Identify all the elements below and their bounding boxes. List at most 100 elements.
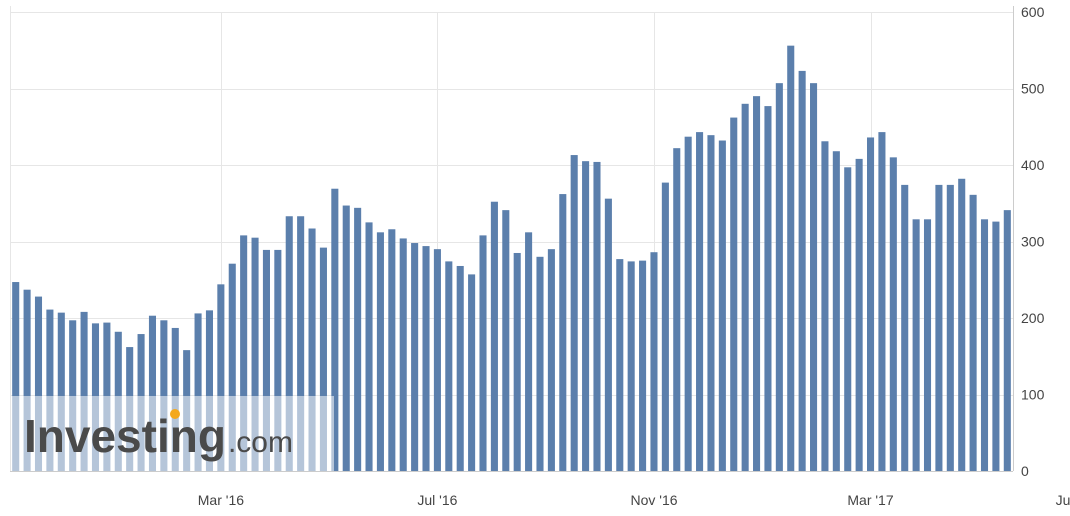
bar [205, 310, 213, 471]
bar [832, 151, 840, 472]
bar [923, 219, 932, 471]
bar [422, 246, 430, 471]
bar [46, 309, 54, 471]
bar [308, 228, 316, 471]
x-tick-label: Jul '17 [1056, 492, 1070, 508]
bar [867, 137, 875, 471]
bar [342, 205, 350, 472]
y-tick-label: 600 [1021, 4, 1045, 20]
bar [445, 261, 453, 471]
bar [456, 265, 464, 471]
bar [559, 194, 567, 471]
bar [775, 83, 783, 472]
bar [411, 243, 419, 471]
x-tick-label: Mar '17 [847, 492, 893, 508]
bar [582, 161, 590, 472]
bar [525, 232, 533, 471]
y-tick-label: 0 [1021, 463, 1029, 479]
bar [376, 232, 384, 471]
bar [160, 320, 168, 471]
bar [354, 207, 362, 471]
y-tick-label: 500 [1021, 81, 1045, 97]
bar [969, 194, 977, 471]
bar [980, 219, 989, 471]
axes [10, 6, 1014, 472]
bar [57, 312, 65, 471]
bar [479, 235, 487, 471]
bar [855, 158, 863, 471]
bar [650, 252, 658, 471]
bar [741, 103, 749, 472]
watermark-brand: Investing [24, 410, 226, 462]
bar [901, 184, 909, 471]
bar [570, 155, 578, 471]
bar [331, 188, 339, 471]
bar [935, 184, 943, 471]
bar [23, 289, 31, 471]
bar [297, 216, 305, 471]
x-tick-label: Nov '16 [630, 492, 677, 508]
y-tick-label: 300 [1021, 234, 1045, 250]
bar [673, 148, 681, 472]
bar [593, 161, 601, 471]
x-tick-label: Jul '16 [417, 492, 457, 508]
y-tick-label: 200 [1021, 310, 1045, 326]
watermark-background [10, 396, 334, 471]
bar [718, 140, 726, 471]
bar [80, 311, 88, 471]
bar [490, 201, 498, 471]
bar [148, 315, 157, 471]
bar [69, 320, 77, 471]
watermark-suffix: .com [228, 426, 293, 459]
y-tick-labels: 0 100 200 300 400 500 600 [1021, 4, 1045, 479]
bar [217, 284, 225, 471]
bar [251, 237, 259, 471]
bar [502, 210, 510, 471]
bar [616, 259, 624, 471]
bar [468, 274, 476, 471]
watermark-accent-dot [170, 409, 180, 419]
bar [228, 263, 236, 471]
bar [844, 167, 852, 472]
bar [958, 178, 966, 471]
bar [240, 235, 248, 471]
bar [912, 219, 920, 471]
bar [946, 184, 954, 471]
bar [730, 117, 738, 471]
x-tick-labels: Mar '16 Jul '16 Nov '16 Mar '17 Jul '17 [198, 492, 1070, 508]
bar [821, 141, 829, 471]
watermark-logo: Investing.com [24, 410, 293, 462]
bar [34, 296, 43, 471]
bar [661, 182, 669, 471]
bar [707, 135, 715, 471]
bar [810, 83, 818, 472]
bar [262, 249, 270, 471]
bar [764, 106, 772, 471]
bar [696, 132, 704, 472]
bar [285, 216, 293, 471]
bar [399, 238, 407, 471]
bar [194, 313, 202, 471]
bar [536, 256, 544, 471]
bar [12, 282, 20, 471]
bar [388, 229, 396, 471]
investing-watermark: Investing.com [10, 396, 334, 471]
bar [319, 247, 327, 471]
bar [639, 260, 647, 472]
bar [513, 252, 521, 471]
bar [992, 221, 1000, 471]
y-tick-label: 100 [1021, 387, 1045, 403]
bar [878, 132, 886, 472]
bar [798, 70, 806, 472]
bar [753, 96, 761, 472]
bar [889, 157, 897, 471]
x-tick-label: Mar '16 [198, 492, 244, 508]
bar [1003, 210, 1011, 471]
bar [547, 249, 555, 471]
bar [684, 136, 692, 471]
bar [787, 45, 795, 471]
bar [604, 198, 612, 471]
bar [274, 249, 282, 471]
bar [365, 222, 373, 471]
